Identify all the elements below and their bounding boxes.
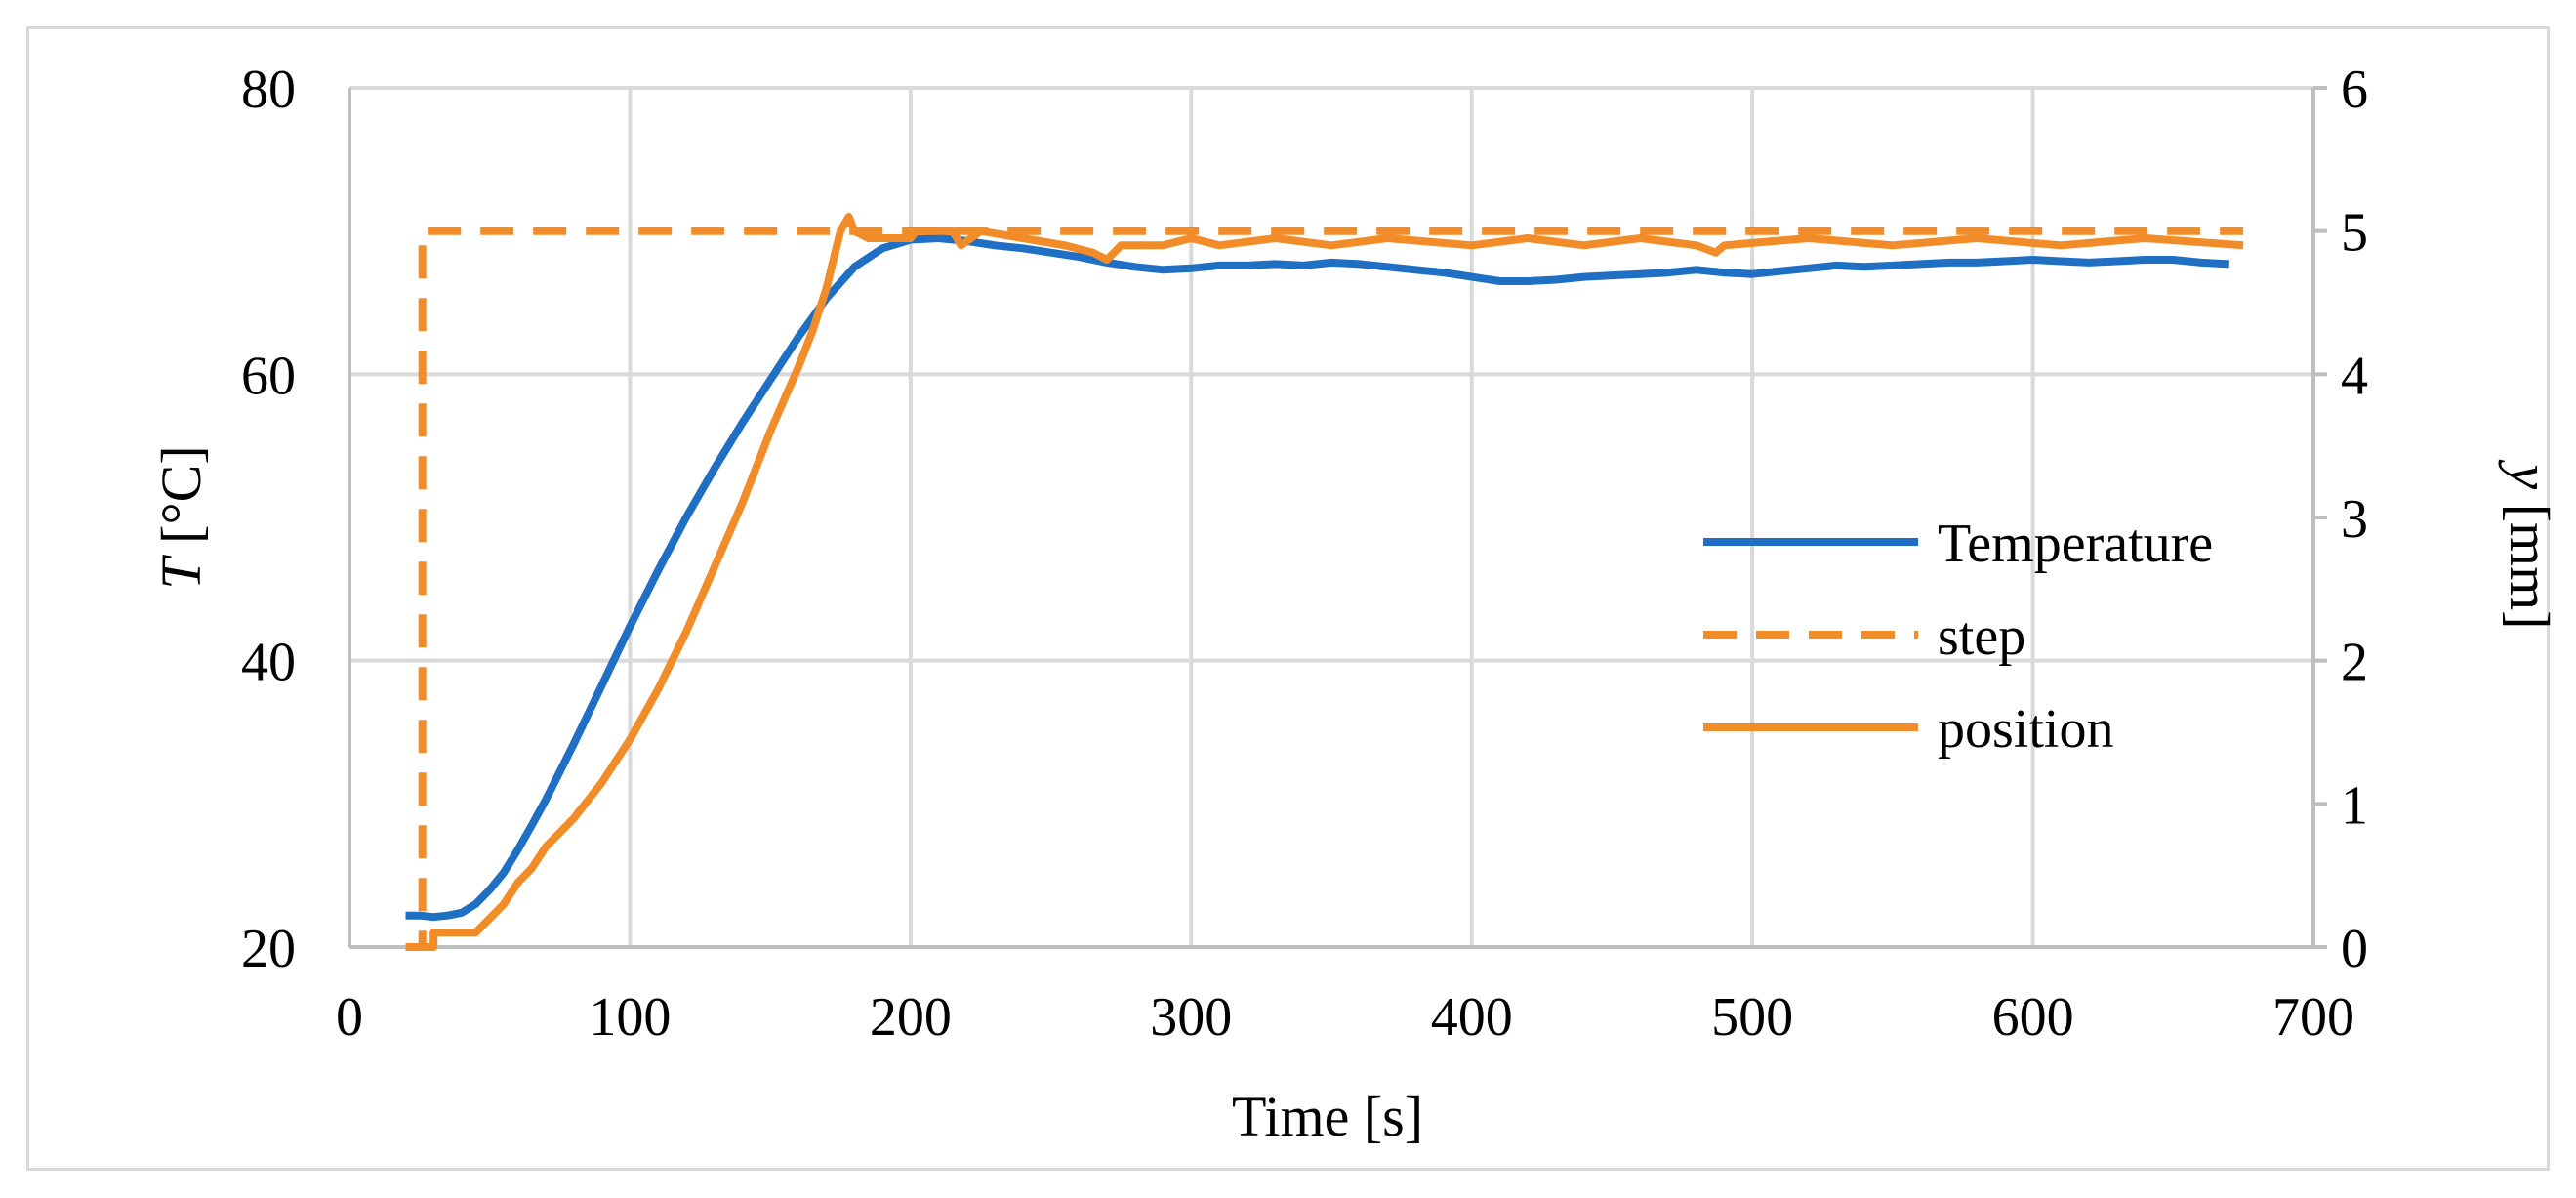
x-axis-title: Time [s] — [1232, 1085, 1423, 1148]
y-left-tick-label: 20 — [241, 919, 296, 979]
x-tick-label: 700 — [2272, 987, 2354, 1048]
y-axis-left-title: T [°C] — [149, 445, 213, 589]
y-axis-right-symbol: y — [2498, 459, 2561, 489]
y-left-tick-label: 40 — [241, 633, 296, 693]
series-line-position — [405, 213, 2244, 951]
legend-label-temperature: Temperature — [1938, 514, 2213, 574]
y-right-tick-label: 5 — [2341, 203, 2368, 264]
y-right-tick-label: 2 — [2341, 633, 2368, 693]
x-tick-label: 500 — [1711, 987, 1793, 1048]
y-right-tick-label: 3 — [2341, 489, 2368, 550]
x-tick-label: 300 — [1150, 987, 1232, 1048]
y-right-tick-label: 4 — [2341, 346, 2368, 406]
y-right-tick-label: 6 — [2341, 60, 2368, 120]
y-right-tick-label: 0 — [2341, 919, 2368, 979]
x-tick-label: 200 — [870, 987, 952, 1048]
y-axis-left-unit: [°C] — [149, 445, 213, 558]
y-right-tick-label: 1 — [2341, 775, 2368, 836]
series-layer — [405, 213, 2244, 951]
y-axis-right-unit: [mm] — [2498, 489, 2561, 629]
x-tick-label: 600 — [1992, 987, 2074, 1048]
y-left-tick-label: 80 — [241, 60, 296, 120]
y-axis-left-symbol: T — [149, 555, 213, 590]
y-left-tick-label: 60 — [241, 346, 296, 406]
x-tick-label: 400 — [1431, 987, 1513, 1048]
axes — [348, 86, 2327, 949]
chart-frame — [26, 26, 2550, 1171]
x-tick-label: 100 — [589, 987, 671, 1048]
legend: Temperature step position — [1703, 514, 2213, 760]
legend-label-position: position — [1938, 699, 2113, 760]
tick-labels: 0 100 200 300 400 500 600 700 20 40 60 80 0 1 2 3 4 5 6 — [241, 60, 2368, 1048]
series-line-temperature — [405, 234, 2230, 922]
legend-label-step: step — [1938, 606, 2025, 667]
x-tick-label: 0 — [336, 987, 363, 1048]
series-line-step — [405, 227, 2244, 951]
y-axis-right-title: y [mm] — [2498, 459, 2561, 629]
